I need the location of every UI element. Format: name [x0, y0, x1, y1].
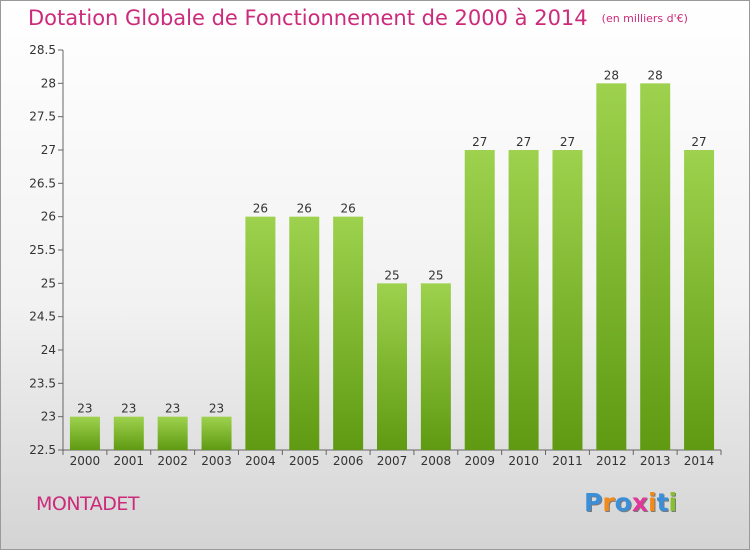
- x-tick-label: 2014: [684, 454, 715, 468]
- x-tick-label: 2001: [114, 454, 145, 468]
- y-tick-label: 26.5: [29, 176, 56, 190]
- bar-2006: [333, 216, 364, 450]
- data-label-2001: 23: [121, 402, 136, 416]
- x-tick-label: 2005: [289, 454, 320, 468]
- logo-letter: r: [602, 488, 615, 517]
- y-tick-label: 28: [41, 76, 56, 90]
- data-label-2009: 27: [472, 135, 487, 149]
- y-tick-label: 25: [41, 276, 56, 290]
- x-axis: 2000 2001 2002 2003 2004 2005 2006 2007 2008 2009…: [62, 449, 722, 468]
- bar-2001: [113, 416, 144, 450]
- bar-2003: [201, 416, 232, 450]
- bar-2008: [420, 283, 451, 450]
- x-tick-label: 2008: [421, 454, 452, 468]
- y-tick-label: 25.5: [29, 243, 56, 257]
- data-label-2014: 27: [691, 135, 706, 149]
- data-label-2012: 28: [604, 68, 619, 82]
- logo-letter: t: [656, 488, 669, 517]
- data-label-2010: 27: [516, 135, 531, 149]
- bar-2002: [157, 416, 188, 450]
- chart-title: Dotation Globale de Fonctionnement de 20…: [28, 6, 688, 30]
- x-tick-label: 2010: [508, 454, 539, 468]
- data-label-2007: 25: [384, 268, 399, 282]
- data-label-2006: 26: [340, 202, 355, 216]
- x-tick-label: 2006: [333, 454, 364, 468]
- y-tick-label: 24.5: [29, 310, 56, 324]
- bar-2012: [596, 83, 627, 450]
- y-tick-label: 26: [41, 210, 56, 224]
- place-name: MONTADET: [36, 493, 139, 515]
- y-axis: 22.5 23 23.5 24 24.5 25 25.5 26 26.5 27 27.5 28 28.5: [29, 43, 64, 457]
- logo-letter: P: [584, 488, 603, 517]
- bar-2004: [245, 216, 276, 450]
- proxiti-logo[interactable]: Proxiti: [584, 488, 677, 517]
- logo-letter: x: [631, 488, 648, 517]
- bar-2007: [377, 283, 407, 450]
- data-label-2003: 23: [209, 402, 224, 416]
- x-tick-label: 2007: [377, 454, 408, 468]
- x-tick-label: 2013: [640, 454, 671, 468]
- x-tick-label: 2000: [70, 454, 101, 468]
- y-tick-label: 27: [41, 143, 56, 157]
- y-tick-label: 24: [41, 343, 56, 357]
- x-tick-label: 2002: [157, 454, 188, 468]
- logo-letter: o: [614, 488, 632, 517]
- bar-2010: [508, 150, 539, 450]
- bar-2009: [464, 150, 495, 450]
- y-tick-label: 27.5: [29, 110, 56, 124]
- bar-2000: [69, 416, 100, 450]
- bar-2011: [552, 150, 583, 450]
- data-label-2005: 26: [297, 202, 312, 216]
- y-tick-label: 23.5: [29, 376, 56, 390]
- x-tick-label: 2011: [552, 454, 583, 468]
- chart-subtitle: (en milliers d'€): [601, 12, 688, 25]
- data-labels: 23 23 23 23 26 26 26 25 25 27 27 27 28 28 27: [77, 68, 706, 415]
- data-label-2013: 28: [648, 68, 663, 82]
- data-label-2008: 25: [428, 268, 443, 282]
- chart-title-text: Dotation Globale de Fonctionnement de 20…: [28, 6, 588, 30]
- bar-2013: [640, 83, 671, 450]
- data-label-2004: 26: [253, 202, 268, 216]
- data-label-2002: 23: [165, 402, 180, 416]
- data-label-2011: 27: [560, 135, 575, 149]
- x-tick-label: 2004: [245, 454, 276, 468]
- y-tick-label: 28.5: [29, 43, 56, 57]
- x-tick-label: 2003: [201, 454, 232, 468]
- x-tick-label: 2012: [596, 454, 627, 468]
- data-label-2000: 23: [77, 402, 92, 416]
- bar-2014: [684, 150, 715, 450]
- bar-2005: [289, 216, 320, 450]
- logo-letter: i: [648, 488, 657, 517]
- y-tick-label: 22.5: [29, 443, 56, 457]
- y-tick-label: 23: [41, 410, 56, 424]
- x-tick-label: 2009: [464, 454, 495, 468]
- logo-letter: i: [668, 488, 678, 517]
- bars: [69, 83, 715, 450]
